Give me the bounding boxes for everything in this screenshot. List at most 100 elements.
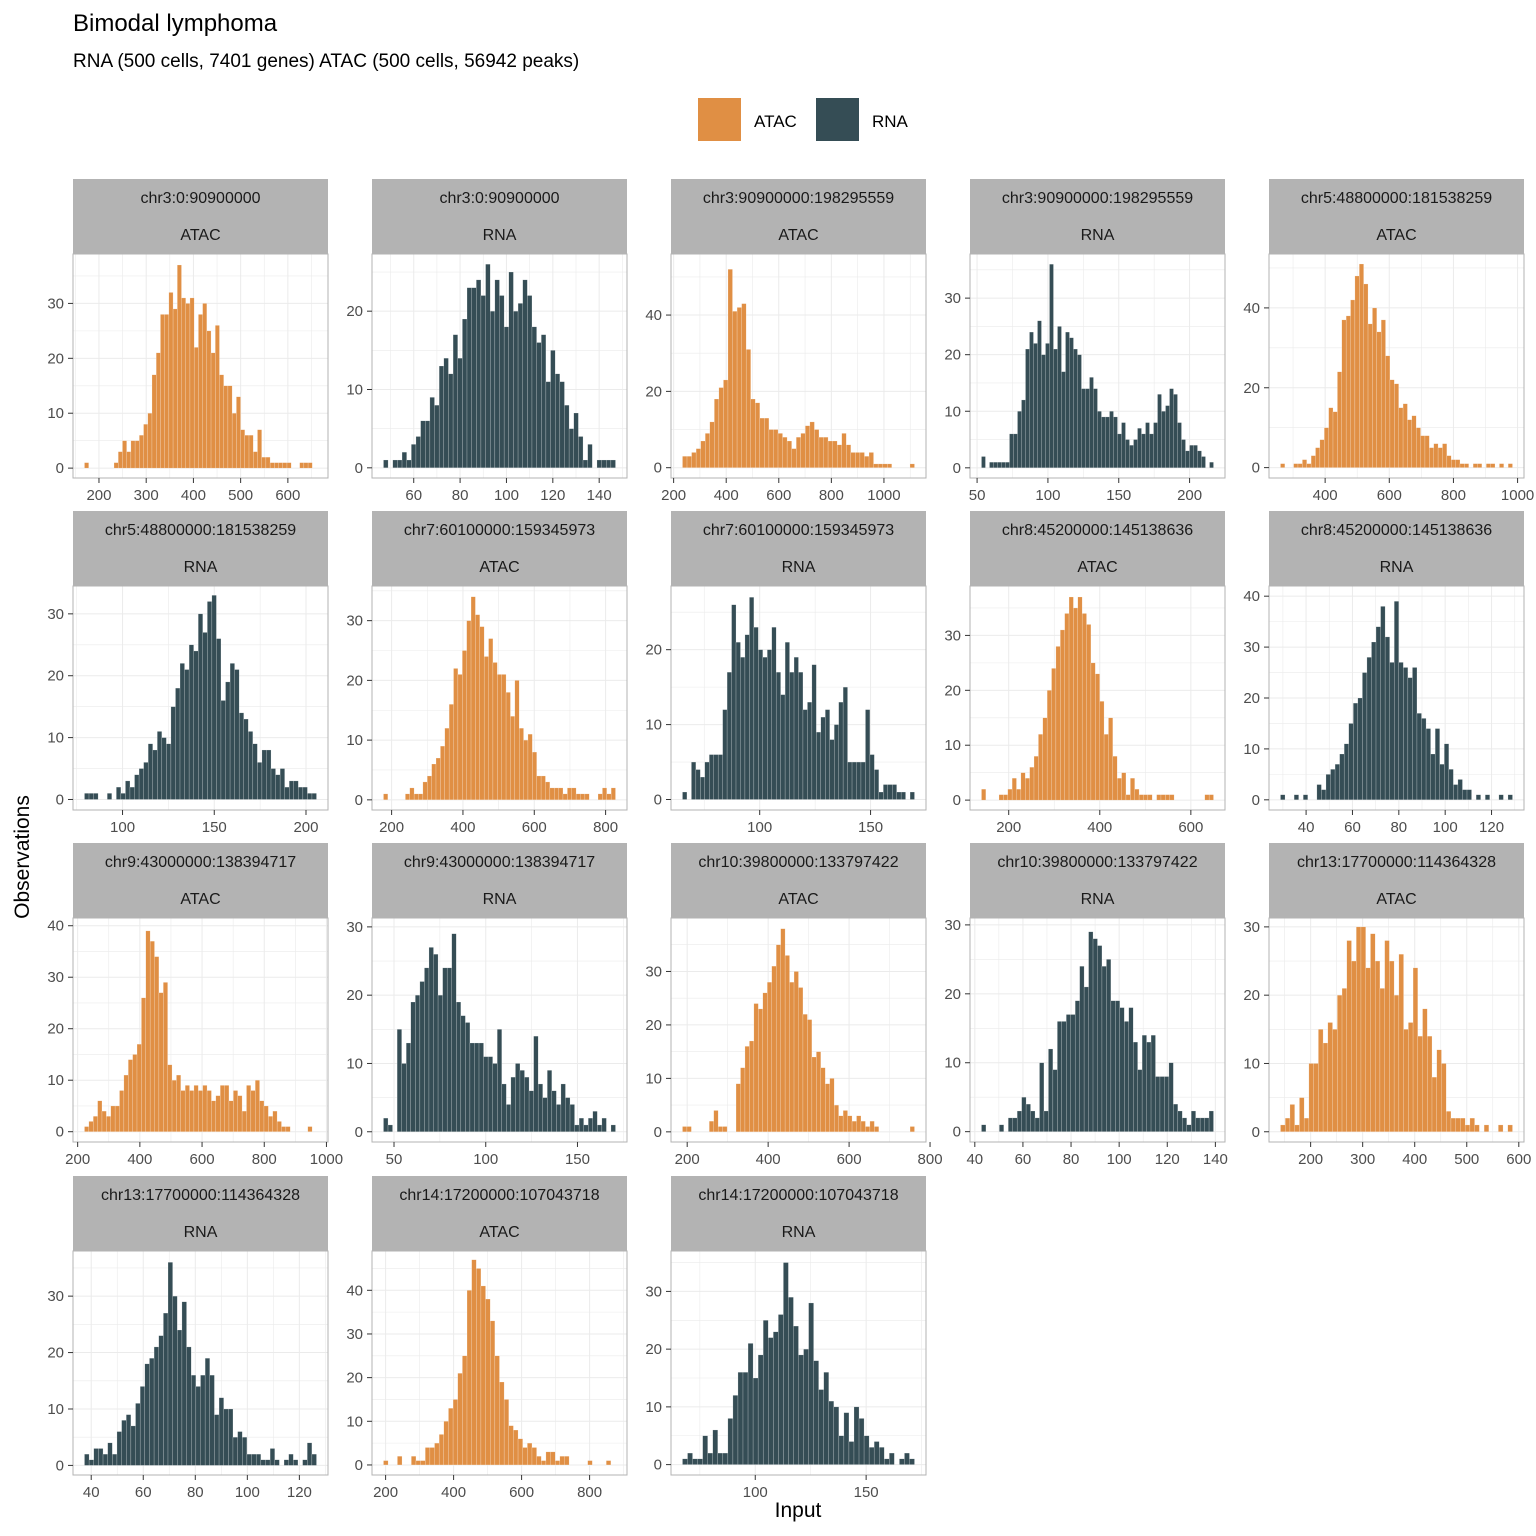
- x-tick-label: 800: [918, 1151, 943, 1168]
- histogram-bar: [1486, 463, 1491, 468]
- histogram-bar: [782, 436, 788, 468]
- histogram-bar: [1407, 677, 1413, 801]
- histogram-bar: [149, 940, 155, 1132]
- histogram-bar: [1132, 1041, 1138, 1132]
- histogram-bar: [1306, 463, 1312, 468]
- histogram-bar: [465, 1022, 471, 1132]
- histogram-bar: [151, 374, 157, 469]
- histogram-bar: [762, 1320, 769, 1465]
- y-tick-label: 10: [47, 730, 64, 747]
- histogram-bar: [578, 436, 584, 469]
- x-tick-label: 60: [405, 487, 422, 504]
- histogram-bar: [818, 1389, 824, 1465]
- histogram-bar: [802, 709, 808, 800]
- x-tick-label: 600: [1178, 819, 1203, 836]
- histogram-bar: [1025, 777, 1030, 801]
- histogram-bar: [1303, 794, 1308, 801]
- histogram-bar: [184, 669, 190, 800]
- histogram-bar: [820, 1067, 826, 1133]
- legend-swatch-rna: [816, 98, 859, 141]
- y-tick-label: 10: [1243, 741, 1260, 758]
- histogram-bar: [1353, 702, 1359, 801]
- y-tick-label: 20: [346, 1370, 363, 1387]
- histogram-bar: [697, 1458, 703, 1465]
- histogram-bar: [865, 709, 871, 800]
- histogram-bar: [1088, 931, 1094, 1132]
- histogram-bar: [864, 456, 870, 468]
- histogram-bar: [261, 456, 267, 469]
- chart-subtitle: RNA (500 cells, 7401 genes) ATAC (500 ce…: [73, 51, 579, 72]
- histogram-bar: [545, 1451, 551, 1466]
- histogram-bar: [1150, 1034, 1156, 1132]
- histogram-bar: [1464, 1124, 1471, 1132]
- histogram-bar: [244, 434, 250, 469]
- histogram-bar: [1325, 774, 1331, 801]
- histogram-bar: [1475, 794, 1481, 801]
- histogram-bar: [1316, 784, 1322, 801]
- histogram-bar: [274, 1459, 280, 1466]
- histogram-bar: [179, 663, 185, 800]
- histogram-bar: [1319, 439, 1325, 468]
- histogram-bar: [198, 1090, 203, 1132]
- histogram-bar: [834, 724, 839, 800]
- histogram-bar: [1332, 411, 1338, 468]
- histogram-bar: [899, 1458, 905, 1465]
- y-tick-label: 0: [953, 792, 961, 809]
- y-tick-label: 0: [1252, 460, 1260, 477]
- histogram-bar: [160, 314, 165, 469]
- histogram-bar: [554, 373, 561, 469]
- histogram-bar: [383, 1460, 389, 1466]
- histogram-bar: [431, 763, 437, 801]
- histogram-bar: [311, 793, 317, 800]
- histogram-bar: [1425, 728, 1431, 801]
- histogram-bar: [198, 613, 203, 800]
- histogram-bar: [1398, 953, 1404, 1132]
- histogram-bars: [981, 596, 1214, 801]
- histogram-bar: [1490, 463, 1496, 468]
- histogram-bar: [232, 1436, 238, 1466]
- panel-border: [670, 253, 927, 479]
- histogram-bar: [877, 463, 883, 468]
- histogram-bar: [1068, 596, 1074, 801]
- histogram-bar: [443, 1421, 449, 1466]
- histogram-bar: [248, 731, 254, 800]
- facet-strip: [73, 179, 328, 254]
- histogram-bar: [1157, 394, 1162, 469]
- y-tick-label: 20: [47, 350, 64, 367]
- histogram-bar: [1299, 1097, 1305, 1132]
- histogram-bar: [1137, 1069, 1143, 1132]
- histogram-bar: [134, 440, 140, 469]
- histogram-bar: [1507, 794, 1513, 801]
- histogram-bar: [1025, 1103, 1031, 1132]
- histogram-bar: [1130, 777, 1135, 801]
- histogram-bar: [1354, 275, 1360, 468]
- histogram-bar: [149, 1358, 155, 1466]
- facet-strip-modality: RNA: [483, 227, 517, 244]
- histogram-bar: [869, 1120, 875, 1133]
- histogram-bar: [528, 1090, 534, 1132]
- histogram-bar: [717, 1452, 724, 1465]
- histogram-bar: [1343, 743, 1349, 801]
- histogram-bar: [272, 1110, 278, 1132]
- grid-lines: [671, 254, 926, 478]
- facet-strip-region: chr14:17200000:107043718: [399, 1187, 599, 1204]
- histogram-bar: [228, 1100, 234, 1132]
- histogram-bar: [575, 793, 581, 801]
- histogram-bar: [186, 1346, 192, 1466]
- histogram-bar: [1182, 1117, 1187, 1132]
- histogram-bar: [798, 987, 804, 1133]
- histogram-bar: [1412, 667, 1418, 801]
- facet-strip-region: chr3:0:90900000: [439, 190, 559, 207]
- histogram-bar: [116, 786, 122, 800]
- histogram-bar: [700, 776, 705, 800]
- y-tick-label: 30: [645, 963, 662, 980]
- x-tick-label: 200: [373, 1484, 398, 1501]
- histogram-bar: [180, 1090, 186, 1132]
- histogram-bar: [848, 1441, 855, 1465]
- y-tick-label: 20: [645, 383, 662, 400]
- x-tick-label: 200: [379, 819, 404, 836]
- histogram-bar: [476, 279, 482, 469]
